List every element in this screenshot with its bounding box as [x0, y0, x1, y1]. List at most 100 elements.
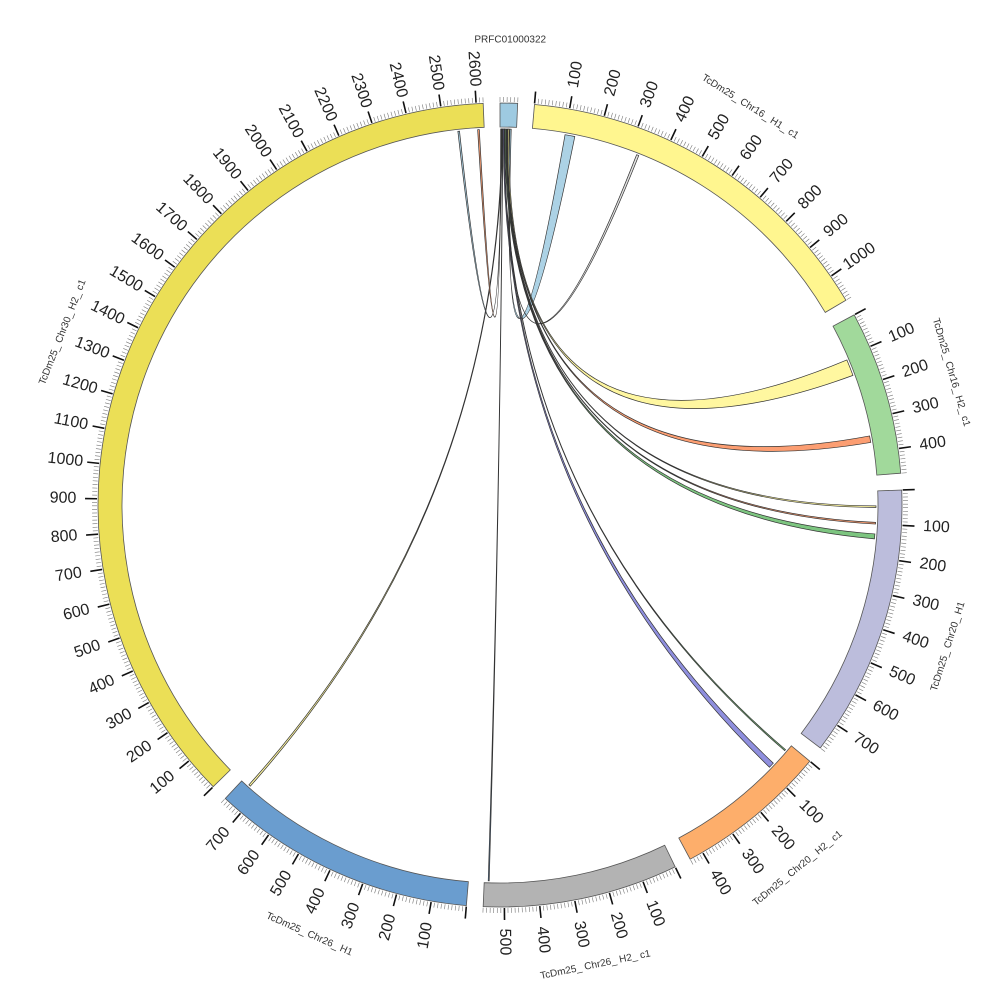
minor-tick [387, 112, 390, 118]
minor-tick [123, 348, 128, 351]
minor-tick [801, 772, 806, 777]
minor-tick [153, 717, 158, 721]
minor-tick [714, 845, 719, 851]
minor-tick [174, 258, 180, 262]
minor-tick [277, 842, 281, 848]
minor-tick [178, 752, 183, 757]
minor-tick [115, 641, 121, 644]
minor-tick [708, 849, 712, 854]
minor-tick [106, 610, 112, 613]
minor-tick [286, 848, 290, 853]
minor-tick [305, 859, 309, 864]
tick-label: 400 [302, 885, 329, 916]
minor-tick [898, 567, 904, 569]
minor-tick [820, 748, 826, 752]
major-tick [855, 694, 867, 702]
major-tick [759, 187, 769, 198]
minor-tick [94, 551, 100, 553]
minor-tick [900, 553, 906, 555]
minor-tick [607, 111, 610, 117]
minor-tick [426, 901, 428, 907]
minor-tick [162, 275, 167, 279]
major-tick [261, 834, 270, 846]
minor-tick [401, 109, 403, 115]
minor-tick [829, 736, 834, 741]
minor-tick [586, 106, 589, 112]
minor-tick [884, 626, 890, 629]
minor-tick [641, 122, 644, 128]
minor-tick [898, 443, 904, 446]
minor-tick [744, 825, 748, 830]
minor-tick [893, 419, 899, 421]
minor-tick [173, 746, 179, 751]
minor-tick [841, 719, 846, 723]
minor-tick [807, 241, 812, 246]
minor-tick [842, 290, 848, 294]
minor-tick [185, 244, 191, 248]
minor-tick [805, 238, 810, 243]
minor-tick [749, 821, 754, 826]
minor-tick [649, 879, 652, 884]
minor-tick [113, 634, 119, 637]
minor-tick [740, 177, 744, 182]
major-tick [92, 425, 105, 430]
tick-label: 1300 [73, 334, 112, 363]
tick-label: 2500 [425, 54, 447, 92]
minor-tick [878, 642, 884, 646]
tick-label: 300 [637, 79, 662, 110]
major-tick [836, 724, 848, 733]
minor-tick [551, 100, 554, 106]
tick-label: 1600 [128, 230, 167, 265]
minor-tick [241, 188, 246, 193]
minor-tick [436, 101, 438, 107]
minor-tick [350, 880, 353, 885]
minor-tick [172, 261, 177, 265]
minor-tick [738, 829, 742, 835]
minor-tick [835, 728, 840, 732]
minor-tick [726, 167, 730, 172]
minor-tick [590, 107, 592, 113]
major-tick [187, 230, 198, 241]
tick-label: 300 [339, 900, 364, 931]
minor-tick [179, 252, 184, 257]
minor-tick [242, 817, 247, 822]
minor-tick [384, 891, 387, 897]
tick-label: 600 [737, 132, 766, 164]
minor-tick [116, 364, 122, 368]
minor-tick [256, 177, 260, 182]
minor-tick [333, 132, 336, 138]
major-tick [474, 90, 477, 103]
major-tick [899, 559, 912, 564]
minor-tick [793, 780, 799, 785]
minor-tick [698, 150, 702, 155]
minor-tick [651, 126, 654, 132]
minor-tick [267, 169, 272, 174]
minor-tick [754, 188, 759, 193]
tick-label: 200 [124, 737, 156, 766]
minor-tick [711, 157, 715, 163]
minor-tick [686, 143, 690, 149]
minor-tick [340, 875, 344, 881]
minor-tick [356, 122, 359, 128]
major-tick [402, 101, 407, 114]
minor-tick [699, 854, 703, 860]
segment-label-chr26-h2: TcDm25_ Chr26_ H2_ c1 [539, 948, 652, 982]
major-tick [702, 852, 710, 864]
minor-tick [886, 387, 892, 390]
minor-tick [705, 851, 709, 856]
minor-tick [683, 141, 687, 147]
tick-label: 200 [918, 555, 947, 576]
minor-tick [370, 887, 373, 893]
minor-tick [95, 451, 101, 454]
minor-tick [833, 275, 838, 279]
tick-label: 400 [918, 433, 947, 454]
minor-tick [735, 831, 739, 837]
minor-tick [802, 235, 808, 240]
minor-tick [206, 784, 211, 789]
minor-tick [876, 360, 882, 364]
minor-tick [585, 898, 587, 904]
minor-tick [169, 741, 174, 745]
minor-tick [546, 905, 548, 911]
minor-tick [572, 103, 575, 109]
major-tick [438, 94, 442, 107]
